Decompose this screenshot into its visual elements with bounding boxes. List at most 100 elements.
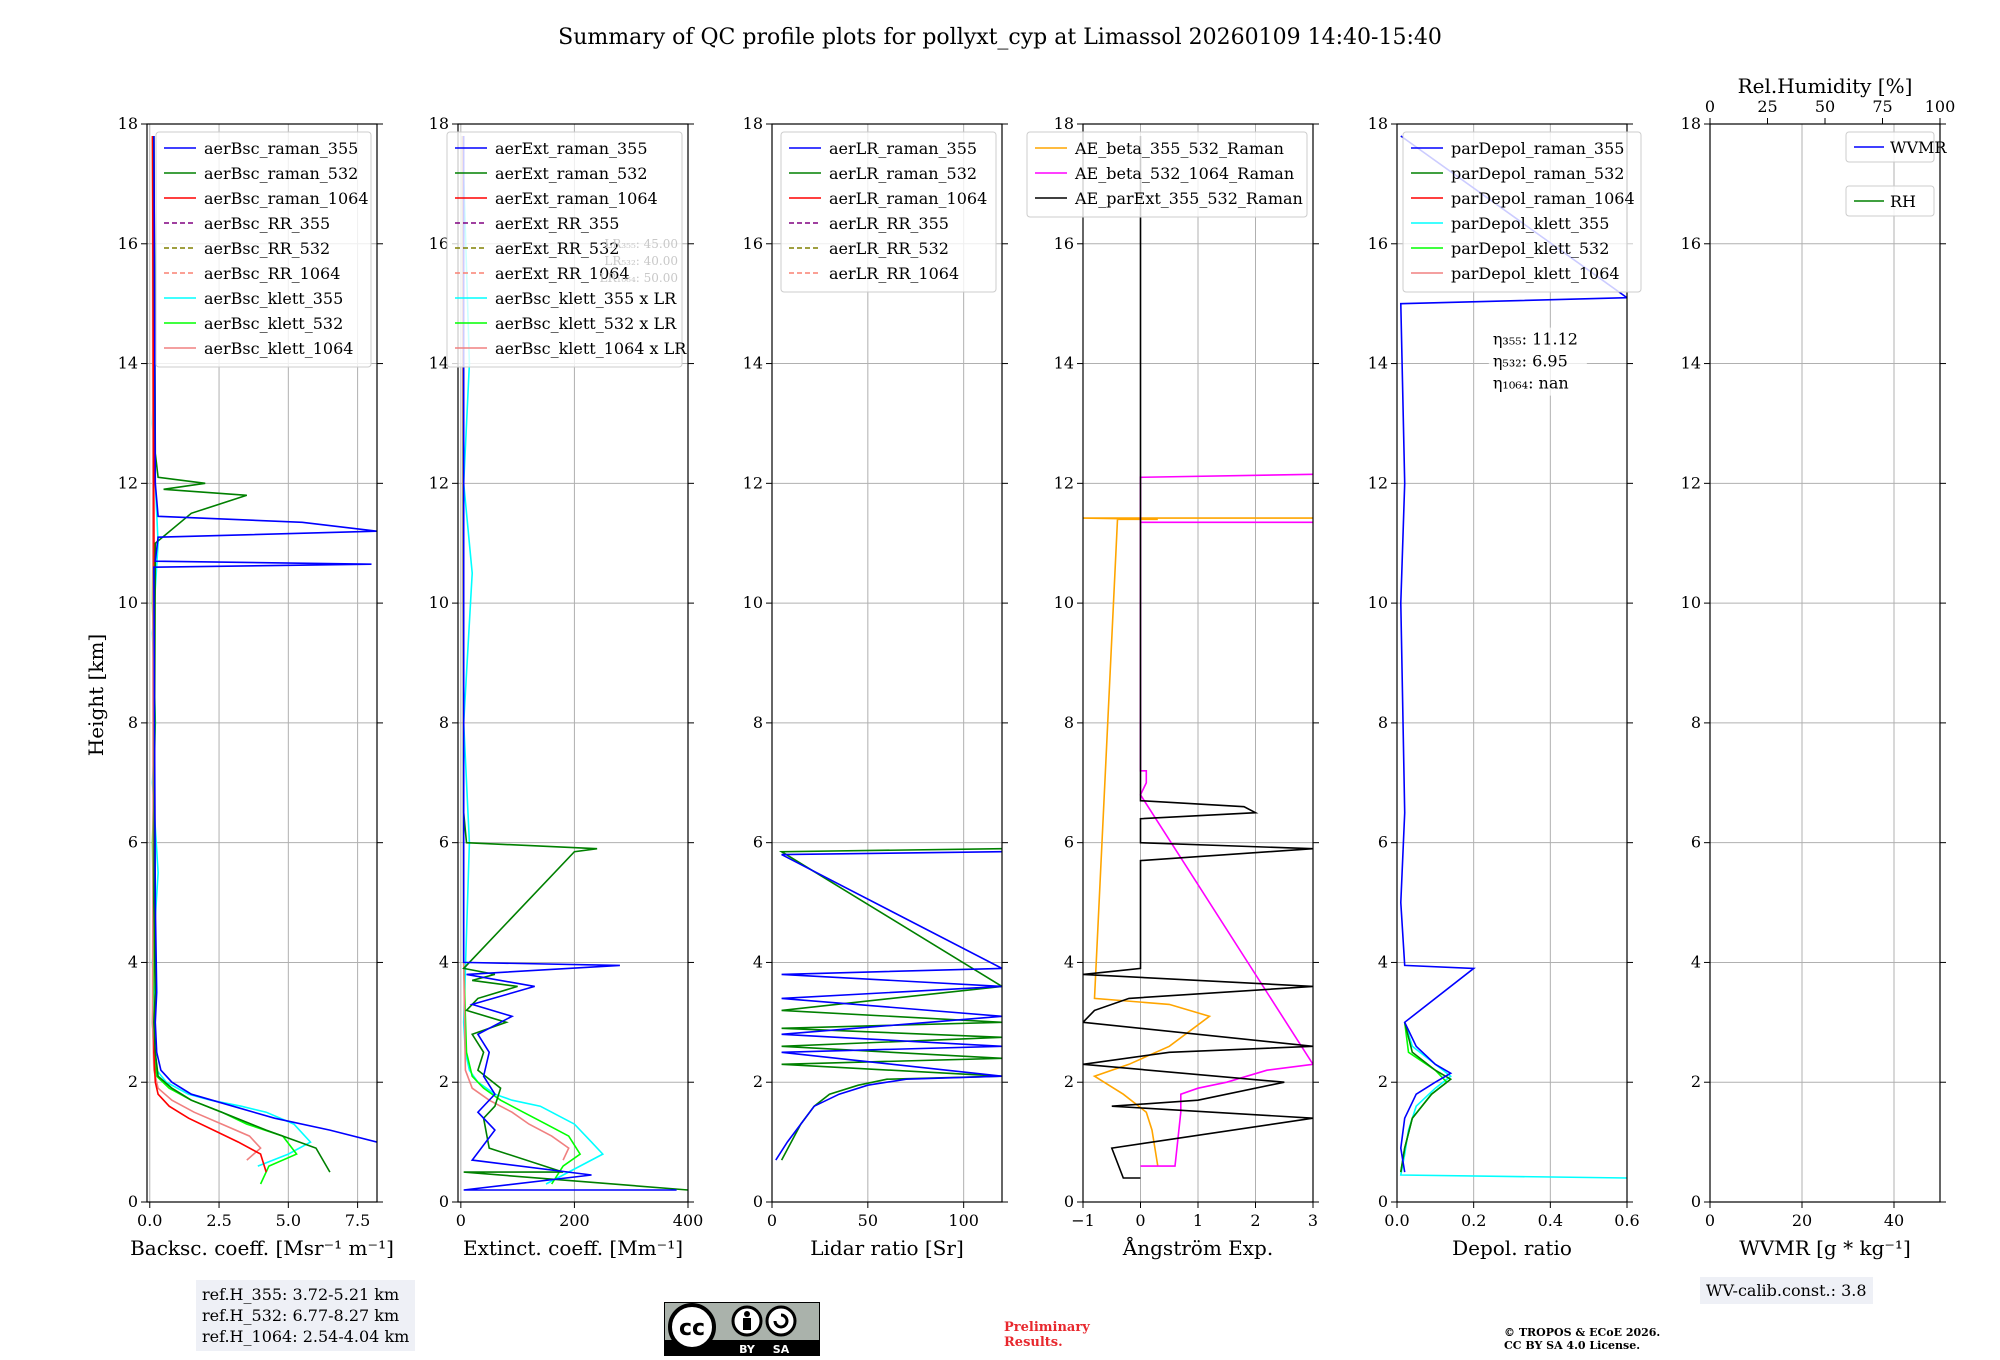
x-tick-label: 2 [1250, 1211, 1260, 1230]
y-tick-label: 16 [1368, 234, 1388, 253]
legend-label: aerExt_RR_355 [495, 214, 619, 233]
x-tick-label: 50 [858, 1211, 878, 1230]
top-x-tick-label: 25 [1757, 97, 1777, 116]
x-tick-label: 0 [456, 1211, 466, 1230]
x-axis-label: WVMR [g * kg⁻¹] [1739, 1236, 1911, 1260]
y-tick-label: 4 [753, 952, 763, 971]
y-tick-label: 12 [1054, 473, 1074, 492]
legend-label: aerBsc_RR_1064 [204, 264, 340, 283]
y-tick-label: 14 [1368, 354, 1388, 373]
series-line-aerLR_raman_532 [778, 847, 1002, 1161]
legend-label: aerBsc_raman_1064 [204, 189, 369, 208]
legend-label: AE_beta_532_1064_Raman [1074, 164, 1294, 183]
legend-label: aerLR_raman_355 [829, 139, 977, 158]
x-axis-label: Backsc. coeff. [Msr⁻¹ m⁻¹] [130, 1236, 394, 1260]
y-tick-label: 8 [439, 713, 449, 732]
y-tick-label: 8 [1064, 713, 1074, 732]
legend-label: aerExt_RR_1064 [495, 264, 630, 283]
legend-label: aerBsc_klett_1064 x LR [495, 339, 687, 358]
x-tick-label: −1 [1071, 1211, 1095, 1230]
series-line-aerExt_raman_532 [462, 136, 688, 1191]
legend-label: parDepol_raman_355 [1451, 139, 1624, 158]
x-tick-label: 200 [559, 1211, 590, 1230]
x-tick-label: 0.0 [137, 1211, 162, 1230]
series-line-aerExt_raman_355 [462, 136, 677, 1191]
y-tick-label: 0 [1378, 1192, 1388, 1211]
eta-box [1488, 327, 1587, 396]
reference-heights-box: ref.H_355: 3.72-5.21 km ref.H_532: 6.77-… [196, 1280, 416, 1351]
y-tick-label: 6 [128, 833, 138, 852]
ref-height-1064: ref.H_1064: 2.54-4.04 km [202, 1327, 410, 1346]
y-tick-label: 14 [1054, 354, 1074, 373]
x-tick-label: 1 [1193, 1211, 1203, 1230]
x-tick-label: 0.4 [1538, 1211, 1563, 1230]
license-line-2: CC BY SA 4.0 License. [1504, 1339, 1641, 1352]
y-tick-label: 18 [118, 114, 138, 133]
x-tick-label: 400 [673, 1211, 704, 1230]
y-tick-label: 10 [743, 593, 763, 612]
y-tick-label: 12 [118, 473, 138, 492]
y-tick-label: 6 [1691, 833, 1701, 852]
legend-label: parDepol_raman_1064 [1451, 189, 1635, 208]
legend-label: aerLR_RR_532 [829, 239, 949, 258]
x-tick-label: 40 [1884, 1211, 1904, 1230]
y-tick-label: 14 [1681, 354, 1701, 373]
series-group [151, 135, 377, 1185]
legend-label: aerExt_raman_1064 [495, 189, 658, 208]
series-line-AE_beta_355_532_Raman [1083, 517, 1313, 1167]
y-tick-label: 10 [1681, 593, 1701, 612]
x-axis-label: Depol. ratio [1452, 1236, 1572, 1260]
x-axis-label: Extinct. coeff. [Mm⁻¹] [463, 1236, 683, 1260]
series-line-parDepol_klett_532 [1400, 1022, 1448, 1173]
cc-sa-label: SA [773, 1343, 790, 1356]
legend-label: parDepol_klett_1064 [1451, 264, 1620, 283]
legend-label: aerLR_RR_355 [829, 214, 949, 233]
y-tick-label: 12 [743, 473, 763, 492]
y-tick-label: 4 [439, 952, 449, 971]
legend-label: parDepol_raman_532 [1451, 164, 1624, 183]
cc-by-label: BY [739, 1343, 756, 1356]
x-tick-label: 0.0 [1384, 1211, 1409, 1230]
legend-label: parDepol_klett_532 [1451, 239, 1609, 258]
y-tick-label: 8 [1691, 713, 1701, 732]
legend-label: aerExt_RR_532 [495, 239, 619, 258]
y-tick-label: 2 [753, 1072, 763, 1091]
y-tick-label: 2 [1691, 1072, 1701, 1091]
x-tick-label: 0.2 [1461, 1211, 1486, 1230]
x-tick-label: 20 [1792, 1211, 1812, 1230]
lr-note: LR₃₅₅: 45.00 [604, 237, 678, 251]
y-tick-label: 0 [439, 1192, 449, 1211]
cc-icon [668, 1303, 716, 1351]
top-x-tick-label: 100 [1925, 97, 1956, 116]
x-tick-label: 7.5 [345, 1211, 370, 1230]
series-line-parDepol_raman_532 [1400, 1022, 1453, 1173]
y-axis-label: Height [km] [84, 634, 108, 756]
legend-label: aerBsc_klett_532 [204, 314, 343, 333]
license-note: © TROPOS & ECoE 2026. CC BY SA 4.0 Licen… [1504, 1326, 1660, 1352]
panel-depolarization: 0 2 4 6 8 10 12 14 16 18 0.0 0.2 0.4 0.6 Depol. ratio p… [1368, 114, 1642, 1260]
panel-extinction: 0 2 4 6 8 10 12 14 16 18 0 200 400 Extinct. coeff. [M… [429, 114, 704, 1260]
x-tick-label: 0 [1705, 1211, 1715, 1230]
legend-label: aerExt_raman_355 [495, 139, 648, 158]
top-axis-label: Rel.Humidity [%] [1738, 74, 1913, 98]
series-group [775, 847, 1002, 1161]
y-tick-label: 2 [1064, 1072, 1074, 1091]
y-tick-label: 6 [439, 833, 449, 852]
y-tick-label: 6 [1378, 833, 1388, 852]
y-tick-label: 6 [1064, 833, 1074, 852]
series-line-aerBsc_klett_355 x LR [461, 135, 605, 1185]
legend-label: aerLR_raman_1064 [829, 189, 987, 208]
y-tick-label: 0 [1064, 1192, 1074, 1211]
legend-box-RH [1845, 185, 1935, 217]
series-line-parDepol_klett_355 [1399, 1022, 1627, 1179]
legend-label: aerBsc_klett_355 x LR [495, 289, 677, 308]
series-line-aerBsc_raman_355 [153, 135, 377, 1143]
x-axis-label: Lidar ratio [Sr] [810, 1236, 964, 1260]
y-tick-label: 8 [128, 713, 138, 732]
legend-label: aerBsc_RR_532 [204, 239, 330, 258]
y-tick-label: 2 [128, 1072, 138, 1091]
y-tick-label: 18 [1681, 114, 1701, 133]
series-group [461, 135, 688, 1191]
